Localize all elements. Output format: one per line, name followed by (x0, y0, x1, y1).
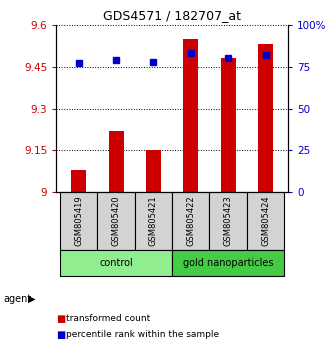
Text: ▶: ▶ (28, 294, 36, 304)
Text: GSM805421: GSM805421 (149, 196, 158, 246)
FancyBboxPatch shape (172, 250, 284, 276)
FancyBboxPatch shape (210, 192, 247, 250)
Bar (146, 150, 161, 192)
Text: percentile rank within the sample: percentile rank within the sample (66, 330, 219, 339)
Text: agent: agent (3, 294, 31, 304)
Text: gold nanoparticles: gold nanoparticles (183, 258, 273, 268)
FancyBboxPatch shape (172, 192, 210, 250)
FancyBboxPatch shape (97, 192, 135, 250)
Text: GSM805424: GSM805424 (261, 196, 270, 246)
FancyBboxPatch shape (135, 192, 172, 250)
FancyBboxPatch shape (60, 192, 97, 250)
FancyBboxPatch shape (247, 192, 284, 250)
Bar (71, 170, 86, 192)
Text: ■: ■ (56, 314, 66, 324)
Text: ■: ■ (56, 330, 66, 339)
Text: GSM805422: GSM805422 (186, 196, 195, 246)
Text: GSM805420: GSM805420 (112, 196, 120, 246)
Text: GSM805419: GSM805419 (74, 196, 83, 246)
Bar (109, 131, 123, 192)
Text: control: control (99, 258, 133, 268)
Bar (221, 58, 236, 192)
Bar (183, 39, 198, 192)
Text: GSM805423: GSM805423 (224, 196, 233, 246)
FancyBboxPatch shape (60, 250, 172, 276)
Title: GDS4571 / 182707_at: GDS4571 / 182707_at (103, 9, 241, 22)
Text: transformed count: transformed count (66, 314, 151, 323)
Bar (258, 44, 273, 192)
